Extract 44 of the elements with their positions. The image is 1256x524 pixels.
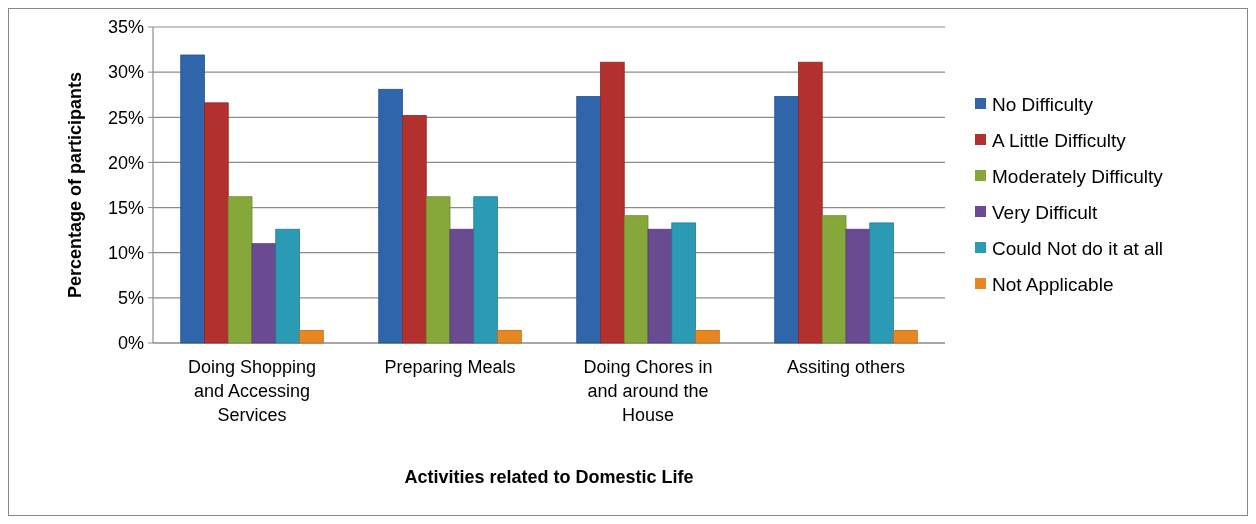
bar [845, 228, 871, 344]
bar [204, 102, 229, 344]
y-tick-label: 10% [107, 243, 144, 264]
bar [299, 329, 324, 344]
legend-label: Very Difficult [992, 201, 1098, 223]
x-tick-label: Assiting others [786, 357, 906, 377]
y-tick-label: 25% [107, 107, 144, 128]
x-tick-label: Preparing Meals [384, 357, 516, 377]
bar [251, 243, 277, 344]
bar [275, 228, 300, 344]
x-tick-label: Doing Shopping and Accessing Services [187, 357, 317, 425]
bar [180, 54, 205, 344]
bar [623, 215, 649, 344]
bar [473, 196, 498, 344]
bar [402, 115, 427, 344]
y-tick-label: 30% [107, 62, 144, 83]
bar [576, 96, 601, 344]
y-tick-label: 35% [107, 17, 144, 38]
y-tick-label: 5% [117, 288, 144, 309]
legend-label: Could Not do it at all [992, 237, 1164, 259]
bar [821, 215, 847, 344]
y-axis-title: Percentage of participants [65, 71, 85, 299]
bar [449, 228, 475, 344]
bar [497, 329, 522, 344]
bar [869, 222, 894, 344]
bar [600, 61, 625, 344]
legend-label: Moderately Difficulty [992, 165, 1164, 187]
bar [695, 329, 720, 344]
y-tick-label: 0% [117, 333, 144, 354]
bar [227, 196, 253, 344]
legend-label: A Little Difficulty [992, 129, 1127, 151]
bar [798, 61, 823, 344]
bar [774, 96, 799, 344]
x-tick-label: Doing Chores in and around the House [583, 357, 713, 425]
bar [425, 196, 451, 344]
y-tick-label: 15% [107, 197, 144, 218]
bar [893, 329, 918, 344]
legend-label: Not Applicable [992, 273, 1114, 295]
bar [671, 222, 696, 344]
y-tick-label: 20% [107, 152, 144, 173]
x-axis-title: Activities related to Domestic Life [404, 467, 694, 487]
bar [378, 88, 403, 344]
legend-label: No Difficulty [992, 93, 1094, 115]
bar [647, 228, 673, 344]
